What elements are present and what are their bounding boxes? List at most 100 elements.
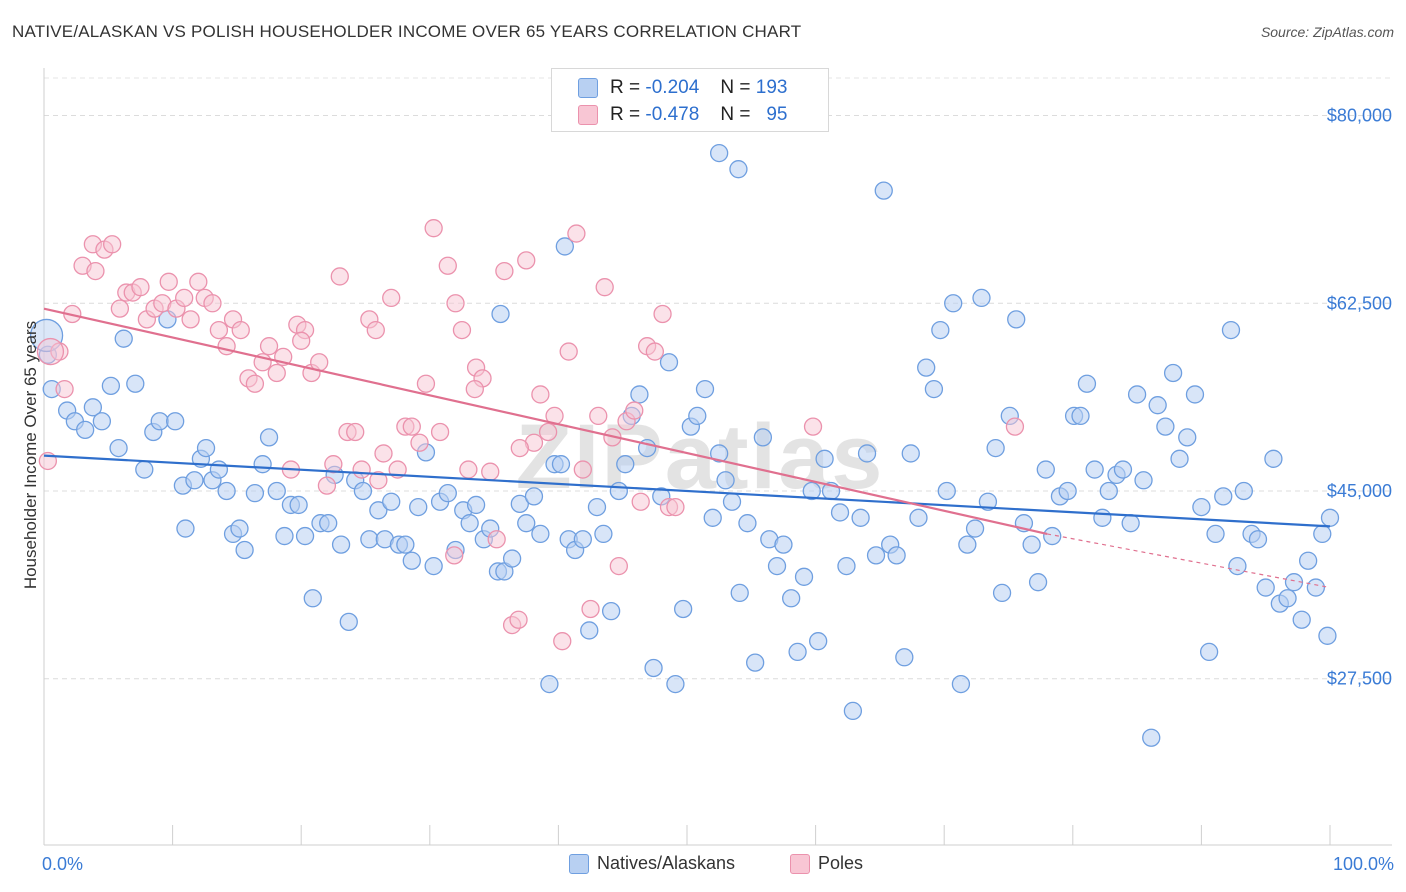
data-point-natives	[594, 524, 613, 544]
data-point-natives	[931, 320, 950, 340]
data-point-natives	[866, 546, 886, 565]
data-point-natives	[135, 460, 154, 479]
trend-line-poles	[43, 307, 1048, 535]
data-point-natives	[382, 492, 401, 511]
y-tick-label: $45,000	[1327, 481, 1392, 501]
data-point-natives	[83, 398, 103, 417]
data-point-natives	[114, 329, 133, 348]
data-point-poles	[589, 406, 608, 426]
data-point-poles	[666, 497, 685, 517]
data-point-natives	[267, 481, 286, 501]
data-point-poles	[487, 530, 506, 549]
data-point-natives	[1306, 578, 1326, 597]
data-point-natives	[802, 481, 821, 501]
data-point-poles	[292, 331, 311, 350]
data-point-natives	[753, 428, 773, 447]
data-point-natives	[738, 514, 757, 533]
data-point-natives	[217, 481, 236, 501]
data-point-poles	[509, 610, 528, 629]
data-point-natives	[230, 519, 249, 538]
data-point-natives	[1058, 481, 1077, 501]
bottom-legend-label-natives: Natives/Alaskans	[597, 853, 736, 873]
data-point-poles	[559, 342, 578, 361]
data-point-natives	[502, 549, 522, 568]
data-point-poles	[438, 256, 457, 275]
data-point-natives	[616, 455, 635, 474]
data-point-natives	[150, 412, 169, 431]
data-point-poles	[346, 422, 365, 442]
data-point-poles	[631, 492, 650, 511]
legend-text-poles: R = -0.478 N = 95	[610, 104, 787, 126]
data-point-natives	[1007, 310, 1026, 329]
data-point-natives	[438, 483, 457, 503]
data-point-poles	[374, 444, 393, 463]
legend-n-value-poles: 95	[766, 104, 788, 125]
data-point-natives	[235, 540, 254, 560]
data-point-natives	[774, 535, 793, 554]
data-point-natives	[644, 658, 663, 678]
correlation-legend: R = -0.204 N = 193 R = -0.478 N = 95	[551, 68, 829, 132]
data-point-natives	[1163, 363, 1183, 383]
data-point-poles	[553, 632, 572, 651]
data-point-poles	[217, 337, 236, 356]
series-poles-points	[36, 219, 1025, 651]
data-point-poles	[595, 278, 614, 297]
chart-title: NATIVE/ALASKAN VS POLISH HOUSEHOLDER INC…	[12, 22, 802, 41]
data-point-natives	[275, 526, 294, 546]
data-point-poles	[459, 460, 478, 479]
series-natives-points	[29, 143, 1340, 747]
data-point-poles	[573, 460, 592, 479]
data-point-natives	[109, 438, 128, 458]
data-point-natives	[1127, 385, 1147, 404]
data-point-natives	[809, 632, 828, 651]
data-point-poles	[189, 272, 208, 291]
data-point-natives	[209, 460, 229, 479]
data-point-natives	[703, 508, 722, 527]
data-point-natives	[609, 481, 628, 501]
data-point-natives	[1170, 449, 1189, 468]
data-point-natives	[788, 642, 807, 662]
data-point-natives	[992, 583, 1012, 603]
data-point-natives	[510, 494, 529, 514]
data-point-poles	[410, 433, 429, 452]
data-point-natives	[531, 524, 550, 544]
trend-lines	[43, 307, 1331, 589]
data-point-natives	[688, 406, 707, 426]
data-point-natives	[319, 514, 338, 533]
data-point-poles	[203, 294, 222, 313]
data-point-natives	[580, 621, 599, 640]
data-point-poles	[402, 417, 421, 436]
data-point-natives	[965, 519, 985, 538]
data-point-natives	[1248, 530, 1268, 549]
data-point-poles	[567, 224, 586, 243]
data-point-natives	[573, 530, 592, 549]
data-point-poles	[330, 267, 349, 286]
data-point-natives	[1278, 589, 1297, 608]
data-point-natives	[716, 471, 735, 490]
data-point-natives	[196, 438, 216, 458]
data-point-natives	[895, 648, 914, 667]
data-point-natives	[409, 497, 428, 517]
data-point-poles	[231, 320, 250, 340]
data-point-poles	[366, 320, 385, 340]
data-point-natives	[1313, 524, 1332, 544]
data-point-poles	[446, 294, 465, 313]
data-point-poles	[531, 385, 550, 404]
data-point-natives	[1292, 610, 1311, 629]
data-point-natives	[360, 530, 379, 549]
bottom-legend-swatch-natives	[569, 854, 589, 874]
data-point-natives	[1036, 460, 1055, 479]
y-tick-label: $27,500	[1327, 669, 1392, 689]
data-point-natives	[710, 444, 729, 463]
data-point-natives	[1028, 573, 1048, 592]
data-point-natives	[460, 514, 479, 533]
data-point-natives	[857, 444, 877, 463]
data-point-natives	[958, 535, 977, 554]
data-point-natives	[874, 181, 893, 200]
data-point-natives	[695, 379, 715, 399]
data-point-poles	[416, 374, 436, 393]
bottom-legend-label-poles: Poles	[818, 853, 864, 873]
data-point-natives	[1099, 481, 1118, 501]
data-point-natives	[1228, 556, 1247, 576]
data-point-natives	[972, 288, 991, 308]
